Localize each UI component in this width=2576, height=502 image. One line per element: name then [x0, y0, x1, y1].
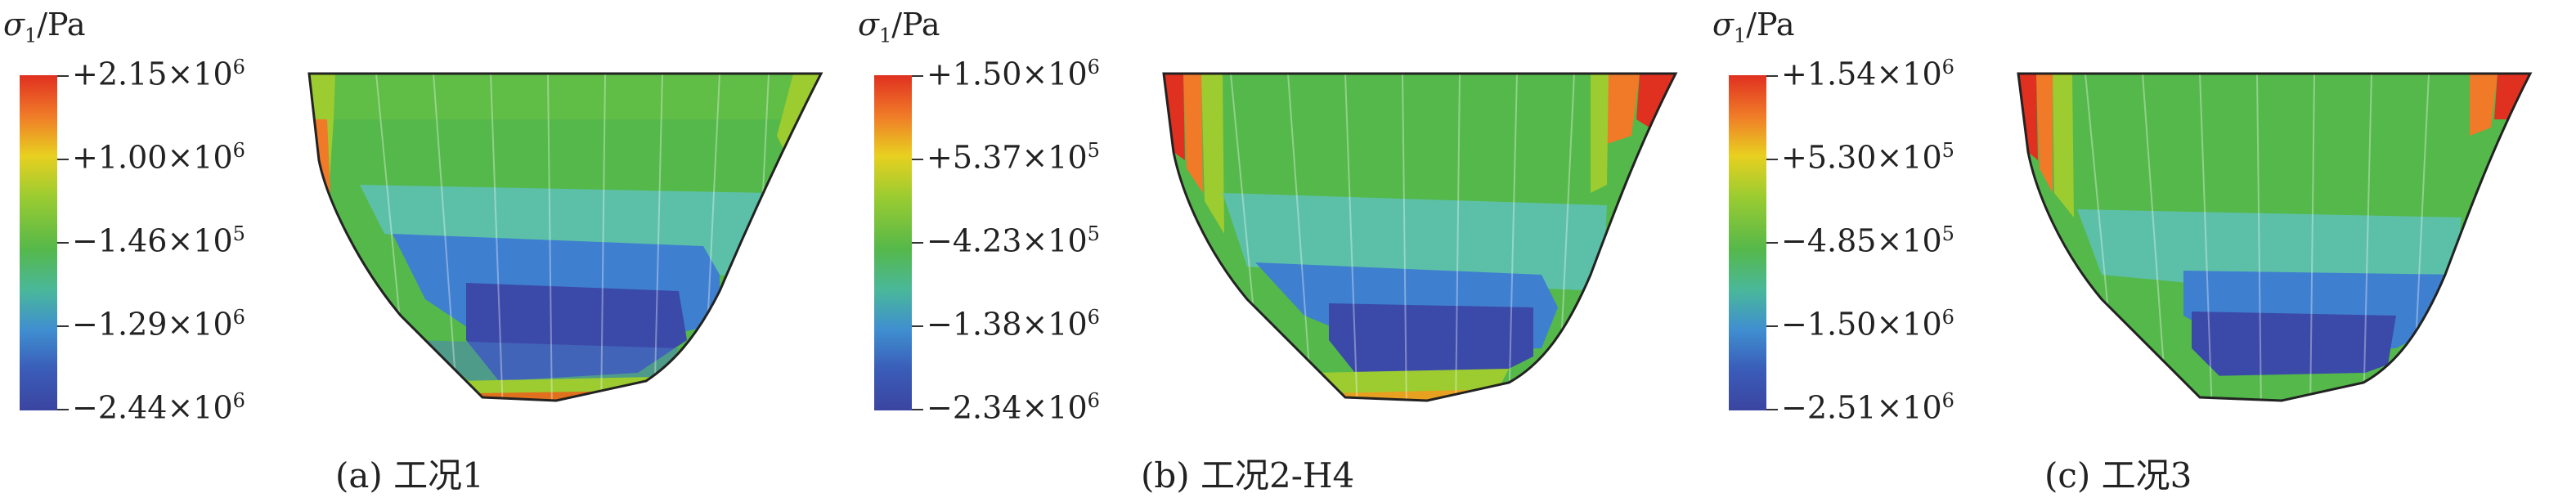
legend-title: σ1/Pa	[1712, 7, 1795, 47]
panel-b: σ1/Pa +1.50×106 +5.37×105 −4.23×105 −1.3…	[855, 0, 1705, 502]
tick-label: −4.23×105	[927, 222, 1100, 259]
dam-contour	[307, 72, 824, 402]
dam-contour	[2017, 72, 2533, 402]
tick-label: −2.51×106	[1781, 389, 1954, 426]
tick-label: −1.29×106	[72, 306, 245, 343]
tick-label: +5.30×105	[1781, 139, 1954, 176]
caption: (c) 工况3	[2044, 455, 2192, 495]
dam-contour	[1162, 72, 1678, 402]
tick-label: +5.37×105	[927, 139, 1100, 176]
panel-c: σ1/Pa +1.54×106 +5.30×105 −4.85×105 −1.5…	[1709, 0, 2560, 502]
colorbar	[1729, 75, 1766, 410]
tick-label: −4.85×105	[1781, 222, 1954, 259]
colorbar	[874, 75, 912, 410]
tick-label: −1.50×106	[1781, 306, 1954, 343]
tick-label: −2.34×106	[927, 389, 1100, 426]
tick-label: −1.46×105	[72, 222, 245, 259]
legend-title: σ1/Pa	[3, 7, 86, 47]
tick-label: +1.00×106	[72, 139, 245, 176]
tick-label: −2.44×106	[72, 389, 245, 426]
tick-label: +2.15×106	[72, 56, 245, 92]
caption: (b) 工况2-H4	[1141, 455, 1355, 495]
caption: (a) 工况1	[335, 455, 484, 495]
tick-label: +1.54×106	[1781, 56, 1954, 92]
tick-label: −1.38×106	[927, 306, 1100, 343]
panel-a: σ1/Pa +2.15×106 +1.00×106 −1.46×105 −1.2…	[0, 0, 850, 502]
tick-label: +1.50×106	[927, 56, 1100, 92]
legend-title: σ1/Pa	[858, 7, 940, 47]
colorbar	[20, 75, 57, 410]
